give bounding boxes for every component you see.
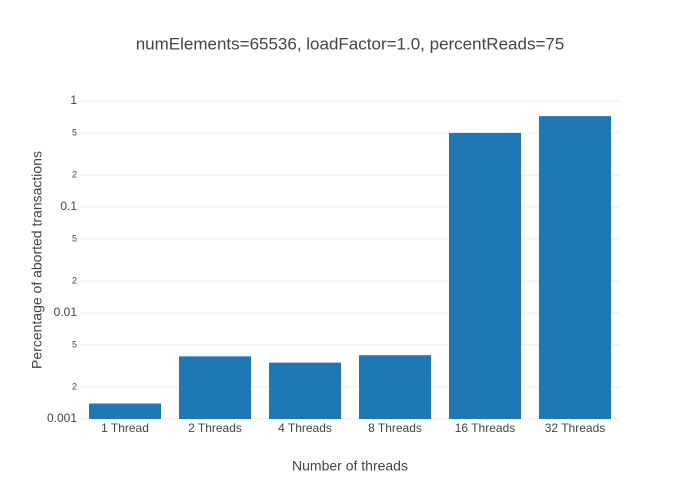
y-tick-label: 2 [72, 169, 77, 179]
y-tick-label: 5 [72, 127, 77, 137]
y-tick-label: 5 [72, 339, 77, 349]
bar [539, 116, 611, 420]
bar [359, 355, 431, 419]
x-tick-label: 32 Threads [545, 421, 606, 435]
y-tick-label: 2 [72, 275, 77, 285]
bar [179, 356, 251, 419]
x-tick-label: 16 Threads [455, 421, 516, 435]
chart-title: numElements=65536, loadFactor=1.0, perce… [136, 34, 565, 53]
bar [269, 362, 341, 419]
y-tick-label: 1 [70, 93, 77, 107]
y-tick-label: 0.01 [54, 305, 78, 319]
y-tick-label: 0.1 [60, 199, 77, 213]
y-tick-label: 0.001 [47, 411, 77, 425]
x-tick-label: 8 Threads [368, 421, 422, 435]
y-tick-label: 5 [72, 233, 77, 243]
y-tick-label: 2 [72, 381, 77, 391]
x-tick-label: 2 Threads [188, 421, 242, 435]
bar [89, 403, 161, 419]
x-axis-label: Number of threads [292, 458, 408, 474]
x-tick-label: 4 Threads [278, 421, 332, 435]
y-axis-label: Percentage of aborted transactions [29, 151, 45, 369]
x-tick-label: 1 Thread [101, 421, 149, 435]
bar [449, 132, 521, 419]
